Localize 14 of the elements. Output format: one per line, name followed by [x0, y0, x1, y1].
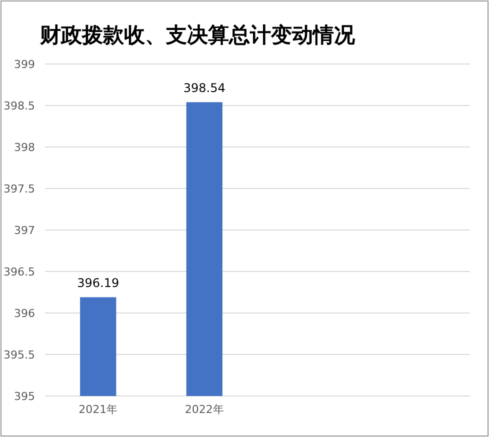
y-tick-label: 398 — [14, 141, 35, 154]
data-label: 398.54 — [183, 81, 226, 96]
y-tick-label: 397.5 — [4, 182, 35, 196]
y-tick-label: 395 — [14, 390, 35, 403]
x-tick-label: 2022年 — [184, 403, 224, 416]
y-tick-label: 399 — [14, 58, 35, 71]
chart-title: 财政拨款收、支决算总计变动情况 — [39, 22, 356, 47]
data-label: 396.19 — [77, 276, 120, 290]
y-tick-label: 398.5 — [4, 100, 35, 112]
y-tick-label: 396 — [14, 307, 35, 320]
x-tick-label: 2021年 — [78, 403, 118, 416]
y-tick-label: 395.5 — [4, 348, 35, 362]
y-tick-label: 396.5 — [4, 266, 35, 278]
y-tick-label: 397 — [14, 224, 35, 237]
